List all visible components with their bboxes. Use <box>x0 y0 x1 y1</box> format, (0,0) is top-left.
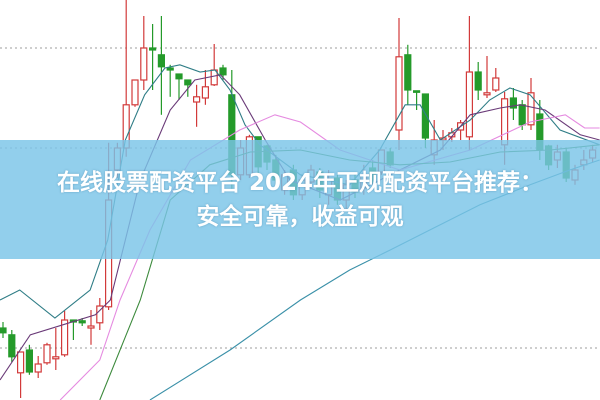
candle-down <box>413 90 421 93</box>
candle-down <box>25 349 33 373</box>
candle-up <box>483 92 491 96</box>
candle-up <box>395 56 403 131</box>
candle-down <box>404 54 412 91</box>
candle-up <box>193 96 201 103</box>
candle-up <box>201 86 209 99</box>
title-line-1: 在线股票配资平台 2024年正规配资平台推荐： <box>56 169 544 196</box>
candle-down <box>184 79 192 86</box>
candle-up <box>43 344 51 364</box>
candle-down <box>474 71 482 91</box>
candle-up <box>60 319 69 356</box>
title-banner: 在线股票配资平台 2024年正规配资平台推荐： 安全可靠，收益可观 <box>0 140 600 259</box>
candle-down <box>421 93 429 139</box>
candle-up <box>527 92 535 126</box>
candle-down <box>8 334 16 358</box>
title-line-2: 安全可靠，收益可观 <box>196 203 404 230</box>
candle-up <box>140 47 148 81</box>
candle-up <box>492 77 500 91</box>
candle-down <box>518 104 526 126</box>
candle-up <box>87 325 95 329</box>
candle-down <box>219 67 227 76</box>
candle-down <box>149 47 157 51</box>
candle-down <box>0 327 7 334</box>
candle-up <box>34 363 42 373</box>
candle-down <box>78 320 86 324</box>
candle-up <box>96 305 104 324</box>
moving-average-line <box>59 114 600 400</box>
candle-up <box>17 351 25 374</box>
candle-down <box>157 54 165 68</box>
candle-up <box>501 98 509 146</box>
candle-down <box>175 73 183 80</box>
candle-up <box>465 71 473 138</box>
candle-down <box>166 67 174 71</box>
candle-down <box>509 97 517 109</box>
candle-up <box>52 356 60 360</box>
candle-up <box>131 79 139 106</box>
